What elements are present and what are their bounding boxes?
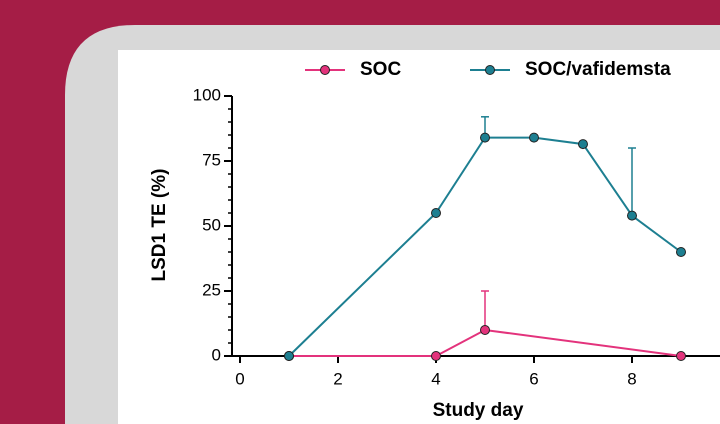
data-point — [480, 132, 490, 143]
data-point — [676, 351, 686, 361]
data-point — [676, 247, 686, 257]
data-point — [529, 132, 539, 143]
chart-area — [118, 50, 720, 424]
y-tick-label: 0 — [212, 345, 221, 364]
y-tick-label: 50 — [202, 215, 221, 234]
y-tick-label: 75 — [202, 150, 221, 169]
data-point — [578, 139, 588, 150]
x-tick-label: 2 — [333, 369, 342, 388]
legend-marker — [320, 65, 330, 75]
data-point — [431, 351, 441, 361]
x-tick-label: 0 — [235, 369, 244, 388]
y-tick-label: 25 — [202, 280, 221, 299]
y-axis-label: LSD1 TE (%) — [149, 169, 170, 282]
legend-label: SOC — [360, 59, 401, 80]
legend-marker — [485, 65, 495, 75]
x-tick-label: 4 — [431, 369, 440, 388]
legend-label: SOC/vafidemsta — [525, 59, 671, 80]
y-tick-label: 100 — [193, 85, 221, 104]
x-tick-label: 8 — [627, 369, 636, 388]
data-point — [431, 208, 441, 218]
data-point — [627, 210, 637, 221]
data-point — [284, 351, 294, 361]
x-axis-label: Study day — [433, 400, 524, 421]
x-tick-label: 6 — [529, 369, 538, 388]
series-line — [289, 328, 682, 357]
data-point — [480, 325, 490, 335]
